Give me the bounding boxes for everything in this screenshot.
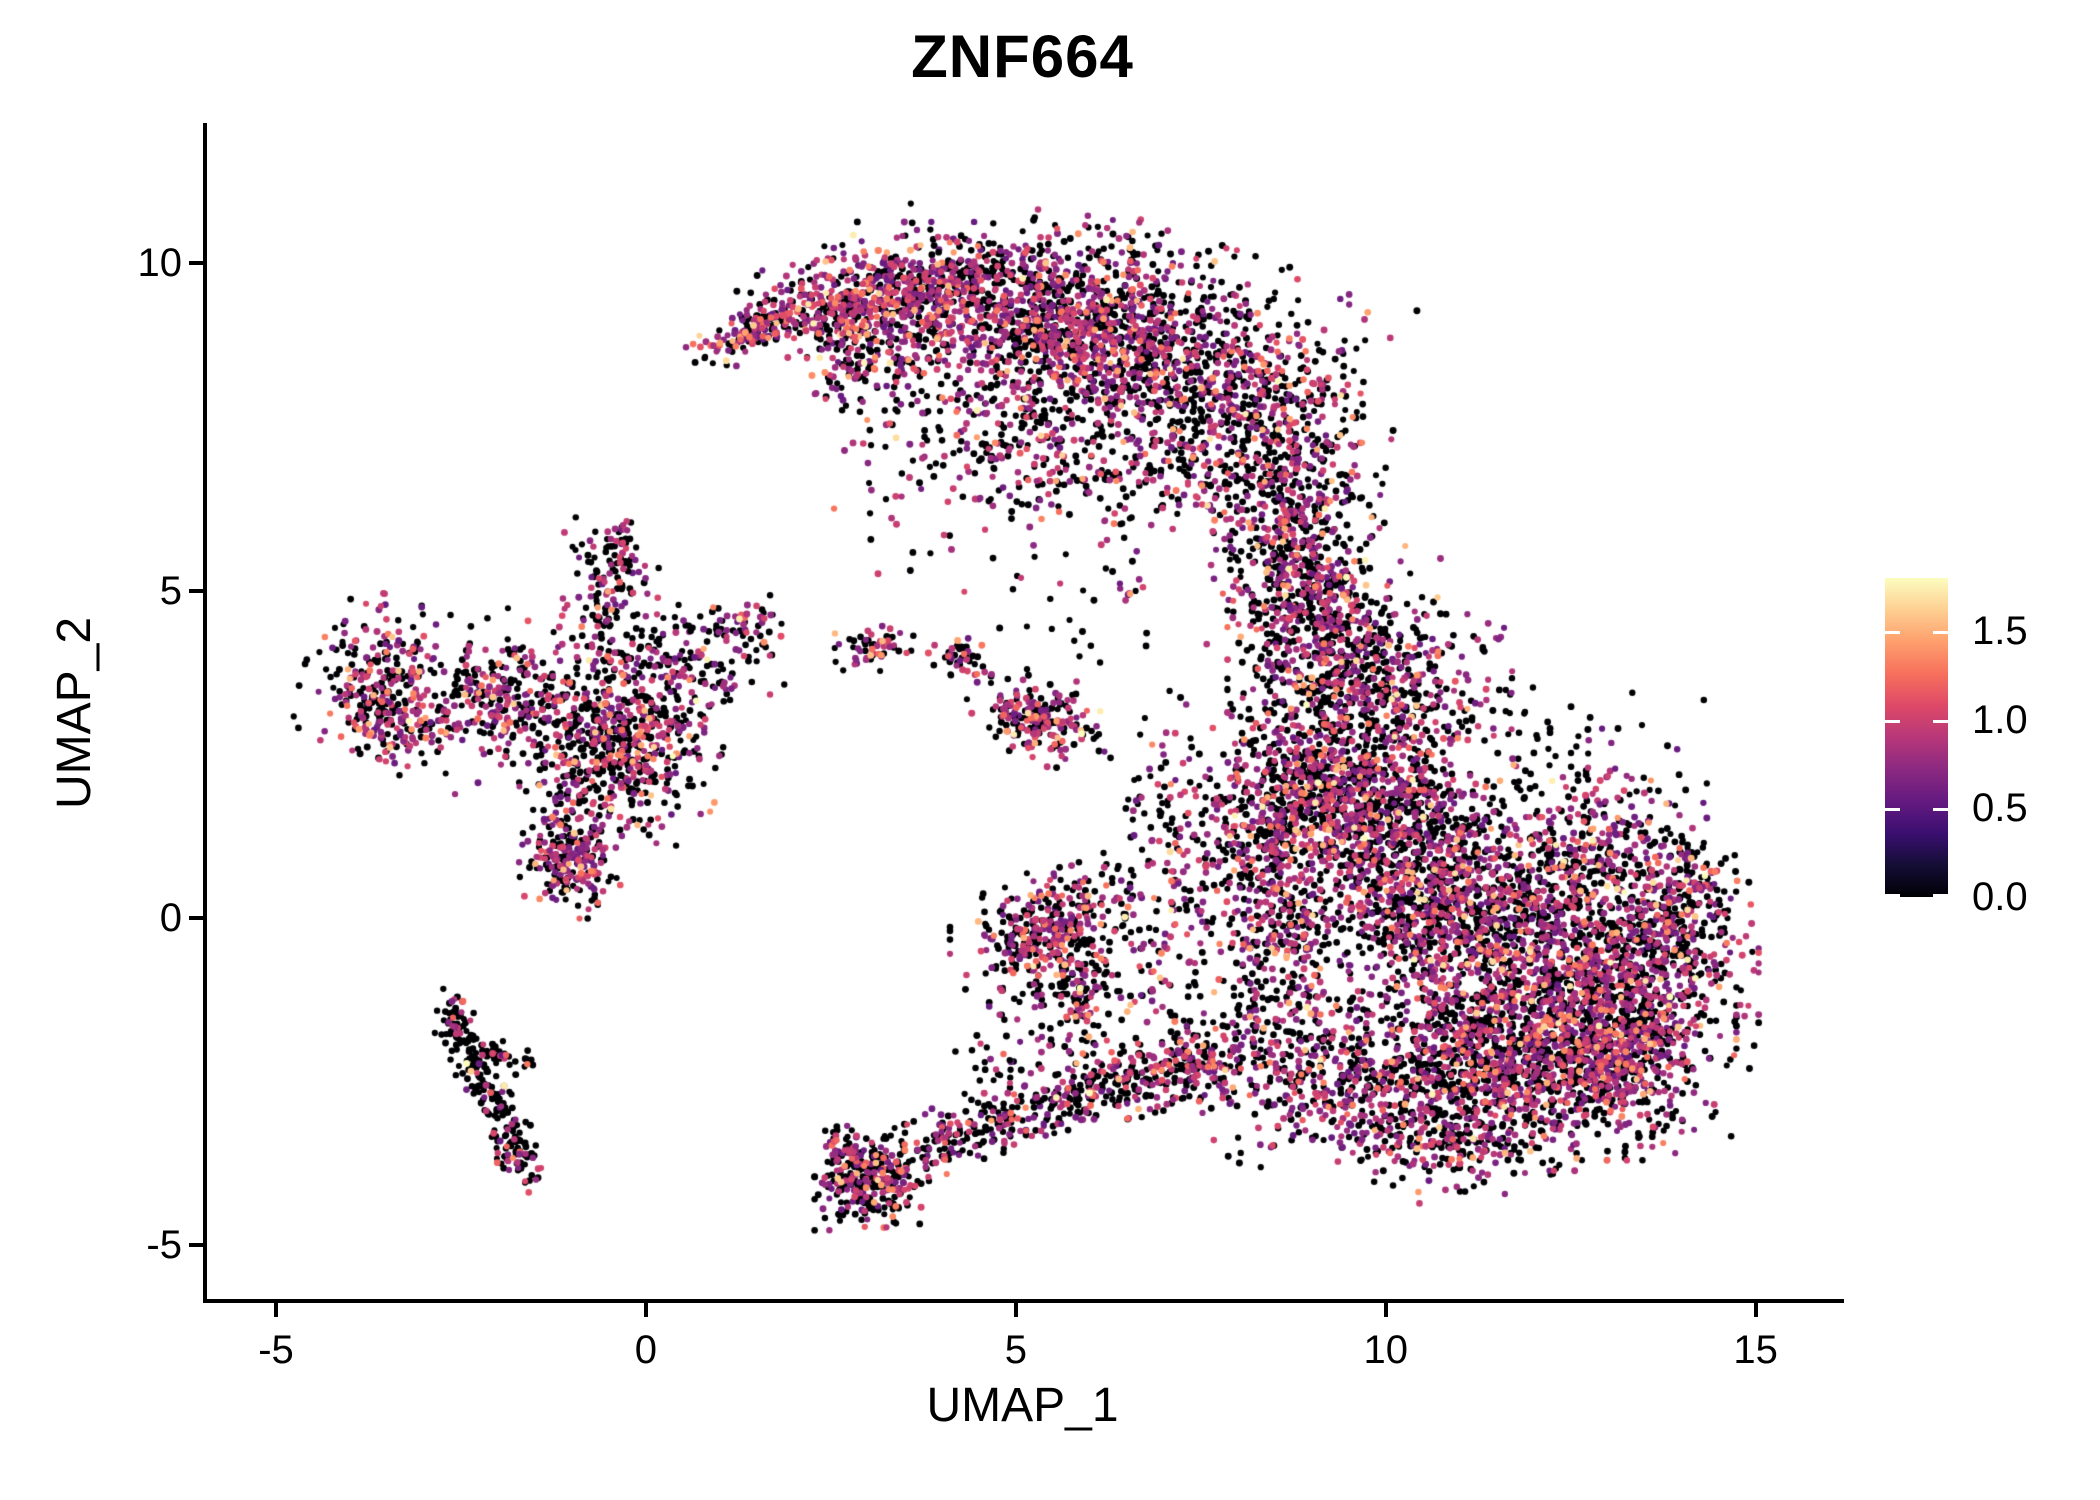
colorbar-tick-label: 0.0 [1972,875,2028,919]
y-tick-label: 5 [159,568,182,613]
y-tick-label: 0 [159,895,182,940]
x-axis-title: UMAP_1 [926,1379,1119,1432]
colorbar-tick-label: 1.0 [1972,697,2028,742]
colorbar-tick-left [1885,719,1900,723]
colorbar-tick-right [1933,719,1948,723]
colorbar-tick-left [1885,631,1900,635]
x-tick-mark [643,1303,648,1317]
x-tick-label: -5 [258,1328,294,1372]
colorbar-tick-label: 0.5 [1972,786,2028,831]
expression-colorbar [1885,578,1948,897]
x-tick-label: 10 [1363,1328,1409,1372]
plot-title: ZNF664 [911,23,1134,90]
y-tick-mark [189,261,203,266]
colorbar-tick-left [1885,808,1900,812]
x-tick-mark [1013,1303,1018,1317]
x-tick-mark [1753,1303,1758,1317]
x-tick-mark [1383,1303,1388,1317]
colorbar-tick-right [1933,894,1948,897]
y-tick-mark [189,588,203,593]
x-axis-line [203,1299,1844,1303]
colorbar-tick-right [1933,808,1948,812]
y-tick-mark [189,915,203,920]
x-tick-label: 5 [1004,1328,1027,1372]
colorbar-tick-label: 1.5 [1972,609,2028,654]
x-tick-label: 15 [1733,1328,1778,1372]
x-tick-label: 0 [634,1328,658,1372]
x-tick-mark [274,1303,279,1317]
y-tick-label: -5 [146,1223,182,1268]
y-tick-mark [189,1243,203,1248]
colorbar-tick-left [1885,894,1900,897]
y-axis-line [203,123,207,1303]
colorbar-tick-right [1933,631,1948,635]
y-tick-label: 10 [137,241,183,286]
